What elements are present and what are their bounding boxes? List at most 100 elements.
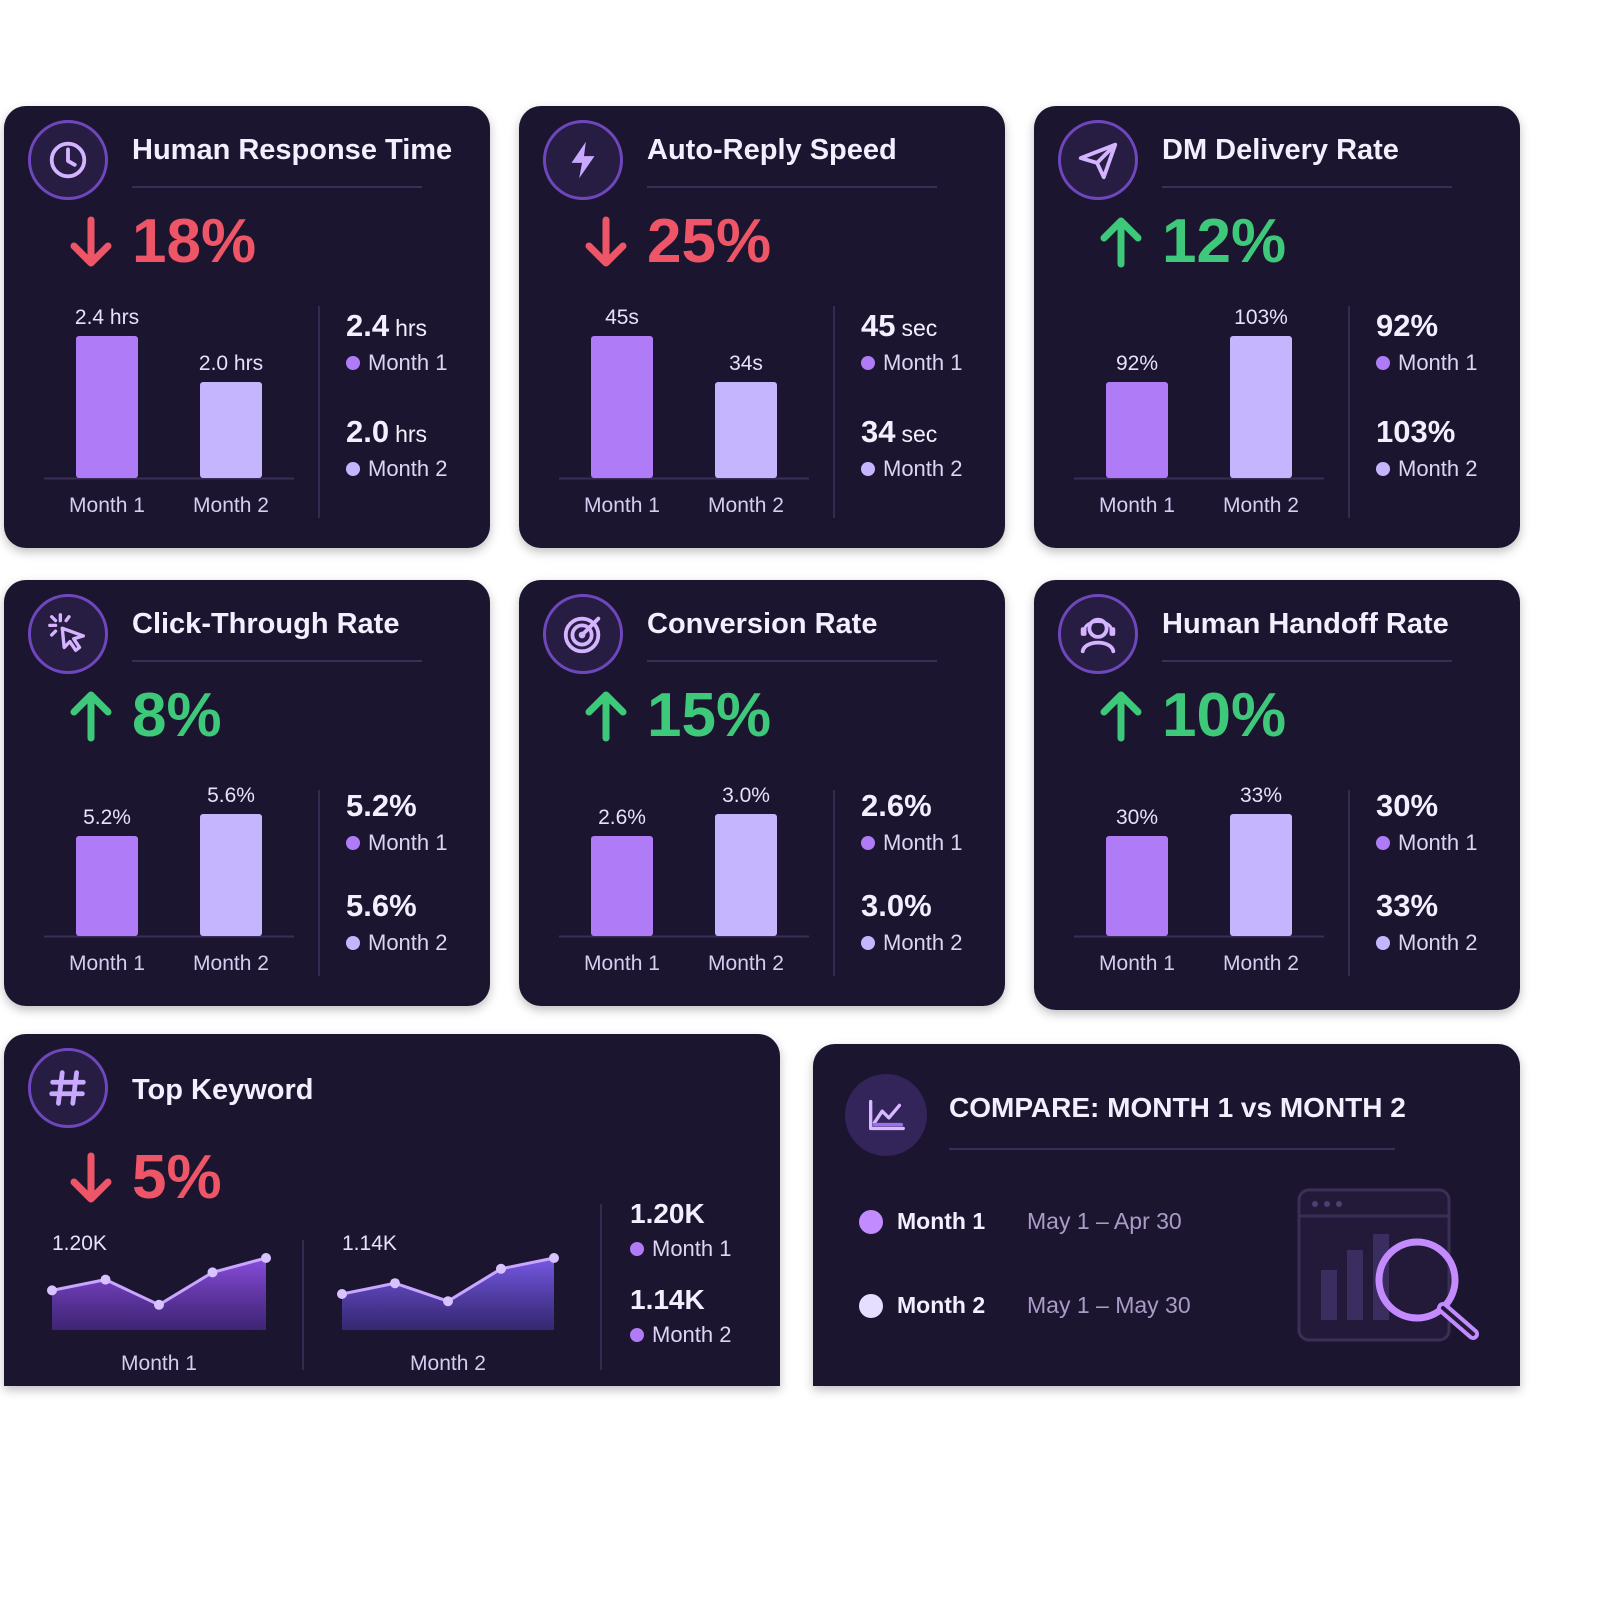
bar-value-label-month1: 2.4 hrs (75, 306, 139, 329)
compare-month2-name: Month 2 (897, 1292, 986, 1318)
card-title: Human Response Time (132, 134, 453, 166)
delta-indicator: 18% (68, 206, 256, 277)
clock-icon (28, 120, 108, 200)
bar-month1 (1106, 382, 1168, 478)
lightning-icon (543, 120, 623, 200)
bar-chart: 2.4 hrs Month 1 2.0 hrs Month 2 (44, 306, 294, 517)
x-tick-label-month1: Month 1 (1099, 952, 1175, 975)
metric-card-auto-reply-speed: Auto-Reply Speed 25% 45s Month 1 34s Month … (519, 106, 1005, 548)
delta-indicator: 10% (1098, 680, 1286, 751)
legend-month1-label: Month 1 (1376, 830, 1478, 856)
bar-chart: 5.2% Month 1 5.6% Month 2 (44, 784, 294, 975)
target-icon (543, 594, 623, 674)
bar-month2 (1230, 336, 1292, 478)
x-tick-label-month1: Month 1 (69, 952, 145, 975)
delta-indicator: 25% (583, 206, 771, 277)
arrow-down-icon (70, 216, 112, 266)
legend-month1-value: 1.20K (630, 1198, 705, 1229)
legend-month1-label: Month 1 (861, 350, 963, 376)
month2-dot (346, 462, 360, 476)
area-point-month2-0 (337, 1289, 347, 1299)
x-tick-label-month1: Month 1 (69, 494, 145, 517)
delta-value: 10% (1162, 681, 1287, 750)
delta-value: 18% (132, 207, 257, 276)
bar-month2 (200, 382, 262, 478)
area-point-month1-0 (47, 1285, 57, 1296)
keyword-area-chart: 1.20K Month 1 1.14K Month 2 (47, 1232, 559, 1375)
legend-month2-label: Month 2 (861, 930, 963, 956)
area-point-month2-1 (390, 1278, 400, 1289)
legend-month1-label: Month 1 (1376, 350, 1478, 376)
bar-chart: 30% Month 1 33% Month 2 (1074, 784, 1324, 975)
legend-month2-label: Month 2 (1376, 456, 1478, 482)
area-point-month1-1 (100, 1274, 111, 1285)
legend-month1-value: 2.6% (861, 788, 932, 823)
bar-month2 (1230, 814, 1292, 936)
legend-divider (318, 306, 320, 518)
legend-divider (600, 1204, 602, 1370)
x-tick-label-month1: Month 1 (584, 494, 660, 517)
delta-value: 25% (647, 207, 772, 276)
x-tick-label-month2: Month 2 (1223, 494, 1299, 517)
title-divider (1162, 660, 1452, 662)
bar-month1 (1106, 836, 1168, 936)
legend: 2.4 hrs Month 1 2.0 hrs Month 2 (346, 308, 448, 482)
month1-dot (859, 1209, 883, 1234)
legend-month1-label: Month 1 (630, 1236, 732, 1262)
bar-value-label-month2: 103% (1234, 306, 1288, 329)
area-point-month1-3 (207, 1267, 218, 1278)
compare-month1-name: Month 1 (897, 1208, 986, 1234)
legend-month2-label: Month 2 (346, 456, 448, 482)
legend-month1-value: 2.4 hrs (346, 308, 428, 343)
trend-chart-icon (845, 1074, 927, 1156)
legend-month1-label: Month 1 (861, 830, 963, 856)
delta-value: 5% (132, 1143, 222, 1212)
compare-month1-range: May 1 – Apr 30 (1027, 1208, 1182, 1234)
bar-value-label-month1: 5.2% (83, 806, 131, 829)
month1-dot (1376, 836, 1390, 850)
delta-indicator: 8% (68, 680, 222, 751)
arrow-down-icon (70, 1152, 112, 1202)
bar-month1 (591, 336, 653, 478)
area-fill-month2 (342, 1258, 554, 1330)
area-point-month2-4 (549, 1253, 559, 1263)
area-total-label-month1: 1.20K (52, 1232, 107, 1255)
month2-dot (630, 1328, 644, 1342)
legend-month1-value: 5.2% (346, 788, 417, 823)
month1-dot (1376, 356, 1390, 370)
arrow-up-icon (585, 691, 627, 741)
arrow-up-icon (70, 691, 112, 741)
bar-chart: 92% Month 1 103% Month 2 (1074, 306, 1324, 517)
bar-value-label-month2: 33% (1240, 784, 1282, 807)
compare-card: COMPARE: MONTH 1 vs MONTH 2 Month 1 May … (813, 1044, 1520, 1386)
bar-month1 (591, 836, 653, 936)
card-title: Click-Through Rate (132, 608, 400, 640)
metric-card-conversion-rate: Conversion Rate 15% 2.6% Month 1 3.0% Month… (519, 580, 1005, 1006)
title-divider (132, 660, 422, 662)
metric-card-top-keyword: Top Keyword 5% 1.20K Month 1 1.14K Month 2 … (4, 1034, 780, 1386)
delta-indicator: 15% (583, 680, 771, 751)
bar-value-label-month1: 45s (605, 306, 639, 329)
x-tick-label-month2: Month 2 (193, 952, 269, 975)
delta-value: 15% (647, 681, 772, 750)
chart-divider (302, 1240, 304, 1370)
legend-month2-value: 3.0% (861, 888, 932, 923)
legend-month2-label: Month 2 (1376, 930, 1478, 956)
legend-month2-label: Month 2 (861, 456, 963, 482)
legend-month2-value: 2.0 hrs (346, 414, 428, 449)
legend-divider (833, 306, 835, 518)
bar-month1 (76, 336, 138, 478)
compare-row-month1: Month 1 May 1 – Apr 30 (859, 1208, 1182, 1235)
month2-dot (346, 936, 360, 950)
bar-value-label-month2: 5.6% (207, 784, 255, 807)
card-title: Conversion Rate (647, 608, 878, 640)
legend-month2-value: 1.14K (630, 1284, 705, 1315)
compare-month2-range: May 1 – May 30 (1027, 1292, 1191, 1318)
bar-value-label-month1: 30% (1116, 806, 1158, 829)
card-title: Auto-Reply Speed (647, 134, 897, 166)
title-divider (1162, 186, 1452, 188)
legend-month2-value: 5.6% (346, 888, 417, 923)
month1-dot (346, 356, 360, 370)
bar-value-label-month1: 92% (1116, 352, 1158, 375)
legend-month2-label: Month 2 (630, 1322, 732, 1348)
